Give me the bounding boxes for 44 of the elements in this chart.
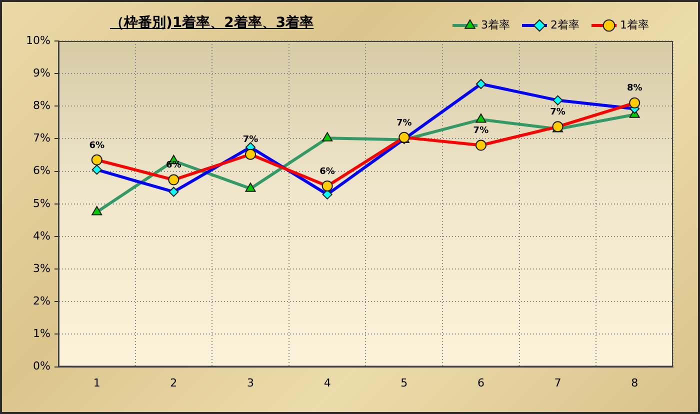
- y-tick-label: 4%: [32, 229, 50, 242]
- point: [629, 97, 640, 108]
- y-tick-label: 2%: [32, 294, 50, 308]
- x-tick-label: 8: [631, 376, 638, 390]
- y-tick-label: 6%: [32, 164, 50, 178]
- y-tick-label: 0%: [32, 360, 50, 373]
- point: [476, 79, 486, 90]
- point: [475, 140, 486, 151]
- point: [92, 164, 102, 175]
- point: [552, 95, 563, 106]
- y-tick-label: 8%: [32, 99, 50, 112]
- legend-label: 1着率: [620, 18, 649, 32]
- data-label: 7%: [242, 135, 258, 146]
- point: [245, 182, 256, 192]
- x-tick-label: 1: [93, 376, 100, 390]
- y-tick-label: 7%: [32, 132, 50, 145]
- point: [168, 174, 180, 186]
- point: [168, 186, 179, 197]
- data-label: 6%: [320, 166, 335, 177]
- y-tick-label: 1%: [32, 327, 50, 340]
- point: [322, 180, 333, 192]
- y-tick-label: 3%: [32, 262, 50, 275]
- x-tick-label: 6: [477, 376, 484, 390]
- x-tick-label: 7: [554, 376, 562, 390]
- point: [92, 206, 102, 216]
- legend-label: 2着率: [550, 18, 580, 32]
- point: [476, 114, 486, 123]
- point: [91, 154, 102, 166]
- chart-title: （枠番別)1着率、2着率、3着率: [110, 14, 314, 32]
- data-label: 7%: [473, 126, 489, 136]
- point: [322, 132, 333, 142]
- y-tick-label: 9%: [32, 66, 50, 80]
- x-tick-label: 4: [324, 376, 331, 390]
- y-tick-label: 10%: [26, 34, 50, 47]
- x-tick-label: 3: [246, 376, 254, 390]
- data-label: 7%: [396, 118, 412, 128]
- data-label: 6%: [89, 140, 104, 151]
- y-tick-label: 5%: [32, 196, 50, 210]
- x-tick-label: 2: [170, 376, 178, 390]
- data-label: 8%: [626, 84, 642, 94]
- x-tick-label: 5: [400, 376, 408, 390]
- data-label: 7%: [550, 108, 566, 118]
- legend-label: 3着率: [481, 18, 510, 32]
- point: [244, 148, 256, 160]
